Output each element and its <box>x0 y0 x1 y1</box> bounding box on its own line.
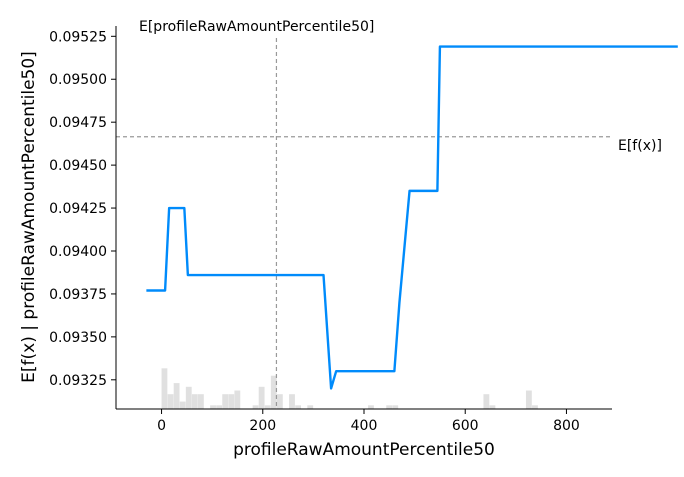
x-tick-label: 600 <box>452 418 479 434</box>
histogram-bar <box>161 368 168 409</box>
y-tick-label: 0.09350 <box>49 330 107 346</box>
histogram-bar <box>532 405 538 409</box>
expected-value-label: E[f(x)] <box>618 138 662 154</box>
expected-feature-label: E[profileRawAmountPercentile50] <box>139 19 374 35</box>
histogram-bar <box>185 386 192 409</box>
histogram-bar <box>252 405 259 409</box>
y-tick-label: 0.09525 <box>49 29 107 45</box>
histogram-bar <box>392 405 399 409</box>
series-lines <box>146 45 678 390</box>
histogram-bar <box>234 390 241 409</box>
histogram-bar <box>386 405 393 409</box>
x-tick-label: 200 <box>249 418 276 434</box>
histogram <box>161 368 538 409</box>
histogram-bar <box>276 394 283 409</box>
axes <box>115 26 612 410</box>
reference-lines <box>116 38 612 409</box>
histogram-bar <box>295 405 301 409</box>
x-tick-label: 400 <box>351 418 378 434</box>
y-tick-label: 0.09475 <box>49 115 107 131</box>
tick-labels: 0 200 400 600 800 0.09325 0.09350 0.09375 0.0940… <box>49 29 580 434</box>
histogram-bar <box>368 405 374 409</box>
histogram-bar <box>307 405 314 409</box>
histogram-bar <box>483 394 490 409</box>
y-tick-label: 0.09375 <box>49 287 107 303</box>
histogram-bar <box>191 394 198 409</box>
x-tick-label: 800 <box>553 418 580 434</box>
y-axis-title: E[f(x) | profileRawAmountPercentile50] <box>19 51 39 383</box>
y-tick-label: 0.09500 <box>49 72 107 88</box>
y-tick-label: 0.09425 <box>49 201 107 217</box>
dependence-line <box>146 45 678 390</box>
x-axis-title: profileRawAmountPercentile50 <box>233 440 495 460</box>
y-tick-label: 0.09450 <box>49 158 107 174</box>
histogram-bar <box>270 375 277 409</box>
histogram-bar <box>222 394 229 409</box>
histogram-bar <box>264 405 271 409</box>
y-tick-label: 0.09400 <box>49 244 107 260</box>
histogram-bar <box>167 394 174 409</box>
histogram-bar <box>173 383 180 409</box>
histogram-bar <box>216 405 223 409</box>
histogram-bar <box>258 386 265 409</box>
histogram-bar <box>179 401 186 409</box>
histogram-bar <box>228 394 235 409</box>
y-tick-label: 0.09325 <box>49 373 107 389</box>
histogram-bar <box>525 390 532 409</box>
x-tick-label: 0 <box>157 418 166 434</box>
histogram-bar <box>489 405 496 409</box>
histogram-bar <box>197 394 204 409</box>
histogram-bar <box>289 394 295 409</box>
histogram-bar <box>210 405 216 409</box>
